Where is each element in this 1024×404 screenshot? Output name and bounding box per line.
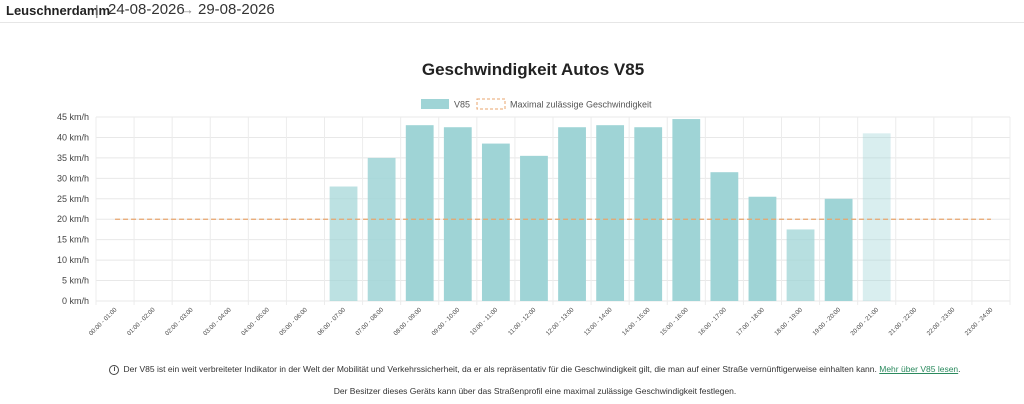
x-tick-label: 06:00 - 07:00 <box>316 306 347 337</box>
x-tick-label: 00:00 - 01:00 <box>88 306 119 337</box>
info-icon: i <box>109 364 120 375</box>
bar-19-00---20-00 <box>824 198 853 301</box>
arrow-right-icon: → <box>181 2 194 17</box>
bar-07-00---08-00 <box>367 157 396 301</box>
x-tick-label: 05:00 - 06:00 <box>278 306 309 337</box>
v85-note-text: Der V85 ist ein weit verbreiteter Indika… <box>123 364 877 374</box>
y-tick-label: 5 km/h <box>62 276 89 286</box>
y-tick-label: 0 km/h <box>62 296 89 306</box>
date-to[interactable]: 29-08-2026 <box>198 1 275 18</box>
speed-chart: 0 km/h 5 km/h 10 km/h 15 km/h 20 km/h 25 km/h… <box>57 98 1011 337</box>
x-tick-label: 11:00 - 12:00 <box>507 306 538 337</box>
bar-08-00---09-00 <box>405 125 434 301</box>
owner-note: Der Besitzer dieses Geräts kann über das… <box>333 386 737 396</box>
x-tick-label: 12:00 - 13:00 <box>545 306 576 337</box>
header-separator: | <box>95 2 99 18</box>
y-tick-label: 45 km/h <box>57 112 89 122</box>
legend-label-v85: V85 <box>454 100 470 110</box>
legend-swatch-v85 <box>421 99 449 109</box>
bar-09-00---10-00 <box>443 127 472 301</box>
x-tick-label: 07:00 - 08:00 <box>354 306 385 337</box>
x-tick-label: 22:00 - 23:00 <box>926 306 957 337</box>
legend-label-speed-limit: Maximal zulässige Geschwindigkeit <box>510 100 652 110</box>
bar-15-00---16-00 <box>672 119 701 302</box>
x-tick-label: 01:00 - 02:00 <box>126 306 157 337</box>
v85-note-suffix: . <box>958 364 961 374</box>
y-tick-label: 35 km/h <box>57 153 89 163</box>
x-tick-label: 10:00 - 11:00 <box>469 306 500 337</box>
v85-more-link[interactable]: Mehr über V85 lesen <box>879 364 959 374</box>
bar-12-00---13-00 <box>558 127 586 301</box>
bar-13-00---14-00 <box>596 125 625 301</box>
y-tick-label: 10 km/h <box>57 255 89 265</box>
x-tick-label: 19:00 - 20:00 <box>811 306 842 337</box>
v85-info-note: i Der V85 ist ein weit verbreiteter Indik… <box>0 364 1024 375</box>
x-tick-label: 23:00 - 24:00 <box>964 306 995 337</box>
x-tick-label: 17:00 - 18:00 <box>735 306 766 337</box>
header-bar: Leuschnerdamm | 24-08-2026 → 29-08-2026 <box>0 0 1024 23</box>
y-tick-label: 20 km/h <box>57 214 89 224</box>
bar-10-00---11-00 <box>481 143 510 301</box>
y-tick-label: 25 km/h <box>57 194 89 204</box>
y-tick-label: 40 km/h <box>57 132 89 142</box>
x-tick-label: 03:00 - 04:00 <box>202 306 233 337</box>
location-name[interactable]: Leuschnerdamm <box>6 3 111 18</box>
y-tick-label: 30 km/h <box>57 173 89 183</box>
x-tick-label: 13:00 - 14:00 <box>583 306 614 337</box>
x-tick-label: 02:00 - 03:00 <box>164 306 195 337</box>
x-tick-label: 08:00 - 09:00 <box>392 306 423 337</box>
x-tick-label: 18:00 - 19:00 <box>773 306 804 337</box>
bar-14-00---15-00 <box>634 127 663 301</box>
bar-20-00---21-00 <box>862 133 891 301</box>
x-tick-label: 21:00 - 22:00 <box>887 306 918 337</box>
x-tick-label: 16:00 - 17:00 <box>697 306 728 337</box>
bar-06-00---07-00 <box>329 186 358 301</box>
y-tick-label: 15 km/h <box>57 235 89 245</box>
chart-title: Geschwindigkeit Autos V85 <box>421 60 645 79</box>
x-tick-label: 04:00 - 05:00 <box>240 306 271 337</box>
x-tick-label: 20:00 - 21:00 <box>849 306 880 337</box>
bar-16-00---17-00 <box>710 172 739 301</box>
legend-swatch-speed-limit <box>476 98 506 110</box>
date-from[interactable]: 24-08-2026 <box>108 1 185 18</box>
bar-17-00---18-00 <box>748 196 777 301</box>
x-tick-label: 15:00 - 16:00 <box>659 306 690 337</box>
x-tick-label: 09:00 - 10:00 <box>430 306 461 337</box>
bar-11-00---12-00 <box>520 155 548 301</box>
x-tick-label: 14:00 - 15:00 <box>621 306 652 337</box>
bar-18-00---19-00 <box>786 229 815 301</box>
